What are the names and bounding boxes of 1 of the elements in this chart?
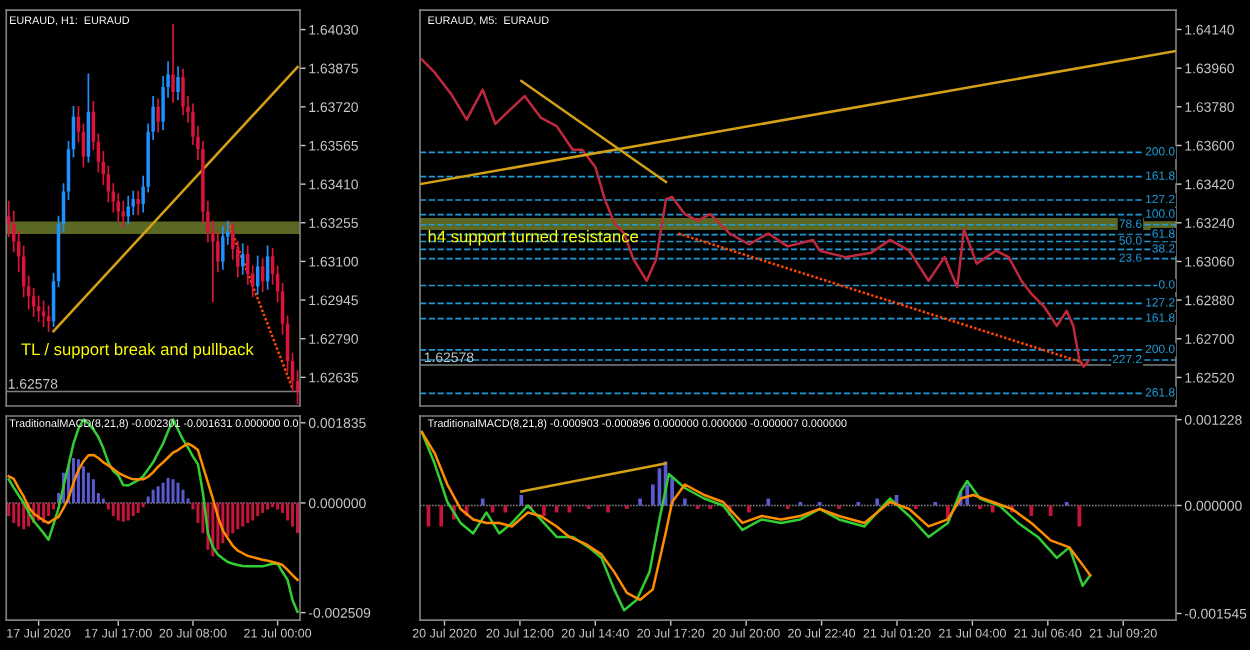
annotation: TL / support break and pullback [21,342,254,359]
